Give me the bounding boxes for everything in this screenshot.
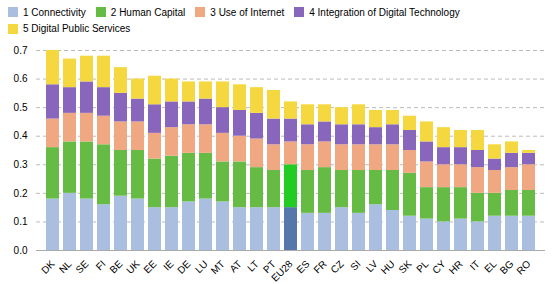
svg-text:NL: NL <box>57 258 74 275</box>
svg-text:DK: DK <box>39 258 57 276</box>
svg-text:EE: EE <box>141 258 158 275</box>
svg-text:HR: HR <box>447 258 465 276</box>
svg-text:0.1: 0.1 <box>14 216 28 227</box>
svg-text:UK: UK <box>124 258 142 276</box>
svg-text:CZ: CZ <box>328 258 345 275</box>
svg-text:ES: ES <box>294 258 311 275</box>
svg-text:LV: LV <box>364 258 380 274</box>
html-text:2 Human Capital: 2 Human Capital <box>110 6 186 18</box>
svg-text:SE: SE <box>73 258 90 275</box>
svg-text:EL: EL <box>482 258 499 275</box>
svg-text:BE: BE <box>107 258 124 275</box>
svg-text:LU: LU <box>193 258 210 275</box>
svg-text:0.6: 0.6 <box>14 73 28 84</box>
html-text:4 Integration of Digital Techn: 4 Integration of Digital Technology <box>309 6 460 18</box>
svg-text:IE: IE <box>161 258 176 273</box>
svg-text:DE: DE <box>175 258 193 276</box>
svg-text:FR: FR <box>311 258 328 275</box>
svg-text:HU: HU <box>379 258 397 276</box>
svg-text:0.7: 0.7 <box>14 45 28 56</box>
svg-text:SI: SI <box>348 258 362 272</box>
svg-text:EU28: EU28 <box>269 258 295 282</box>
svg-text:RO: RO <box>514 258 533 277</box>
svg-text:0.4: 0.4 <box>14 130 28 141</box>
svg-text:PL: PL <box>414 258 431 275</box>
svg-text:IT: IT <box>468 258 482 272</box>
html-text:5 Digital Public Services: 5 Digital Public Services <box>23 23 131 35</box>
svg-text:CY: CY <box>430 258 448 276</box>
svg-text:BG: BG <box>498 258 516 276</box>
svg-text:MT: MT <box>209 258 227 276</box>
svg-text:0.0: 0.0 <box>14 245 28 256</box>
svg-text:0.2: 0.2 <box>14 188 28 199</box>
svg-text:AT: AT <box>227 258 243 274</box>
html-text:1 Connectivity: 1 Connectivity <box>23 6 86 18</box>
svg-text:PT: PT <box>260 258 278 275</box>
svg-text:SK: SK <box>396 258 413 275</box>
svg-text:FI: FI <box>94 258 108 272</box>
svg-text:LT: LT <box>245 258 261 274</box>
svg-text:0.5: 0.5 <box>14 102 28 113</box>
svg-text:0.3: 0.3 <box>14 159 28 170</box>
html-text:3 Use of Internet: 3 Use of Internet <box>210 6 285 18</box>
